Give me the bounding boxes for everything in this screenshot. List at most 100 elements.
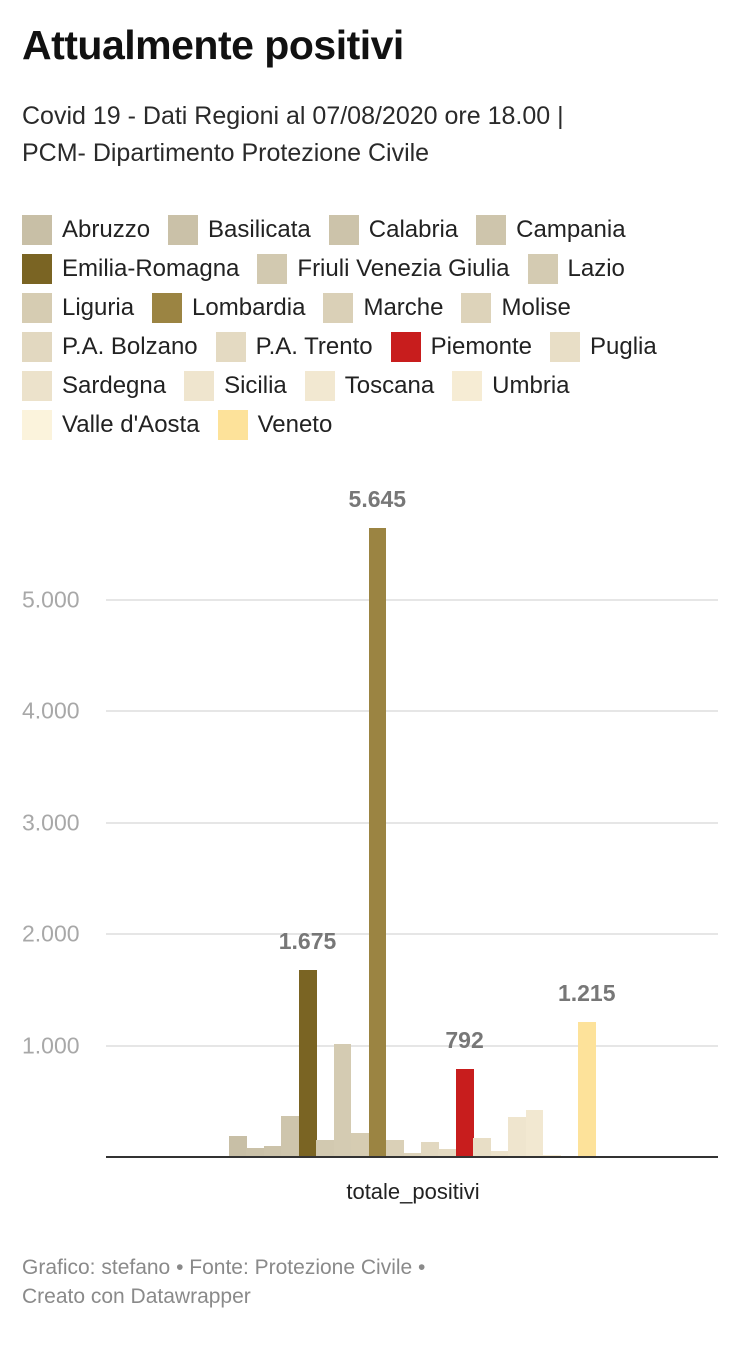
bar-chart: 1.000 2.000 3.000 4.000 5.000 1.675 5.645 792 1.… bbox=[0, 460, 740, 1204]
legend-swatch bbox=[390, 332, 421, 362]
legend-label: Puglia bbox=[590, 333, 657, 360]
footer-credits: Grafico: stefano • Fonte: Protezione Civ… bbox=[22, 1256, 426, 1279]
bar-marche[interactable] bbox=[386, 1140, 404, 1157]
legend-swatch bbox=[257, 254, 288, 284]
legend-label: Toscana bbox=[344, 372, 435, 399]
legend-label: Abruzzo bbox=[62, 216, 151, 243]
chart-footer: Grafico: stefano • Fonte: Protezione Civ… bbox=[22, 1253, 425, 1311]
legend-label: Basilicata bbox=[208, 216, 311, 243]
legend-swatch bbox=[304, 371, 335, 401]
y-axis-tick-label: 4.000 bbox=[22, 697, 80, 724]
legend-item: P.A. Bolzano bbox=[22, 332, 198, 362]
legend-label: Veneto bbox=[257, 411, 333, 438]
legend-swatch bbox=[461, 293, 492, 323]
legend-item: Campania bbox=[476, 215, 626, 245]
legend-swatch bbox=[452, 371, 483, 401]
bar-lombardia[interactable] bbox=[368, 527, 387, 1157]
legend-item: Toscana bbox=[304, 371, 435, 401]
subtitle-line-2: PCM- Dipartimento Protezione Civile bbox=[22, 139, 430, 167]
legend-label: Liguria bbox=[62, 294, 135, 321]
footer-tool: Creato con Datawrapper bbox=[22, 1285, 251, 1308]
legend-swatch bbox=[527, 254, 558, 284]
legend-label: Emilia-Romagna bbox=[62, 255, 240, 282]
gridline bbox=[106, 821, 718, 824]
gridline bbox=[106, 1044, 718, 1047]
legend-item: Calabria bbox=[328, 215, 459, 245]
legend-item: Puglia bbox=[550, 332, 657, 362]
bar-molise[interactable] bbox=[403, 1153, 422, 1157]
y-axis-tick-label: 2.000 bbox=[22, 920, 80, 947]
legend-swatch bbox=[217, 410, 248, 440]
x-axis-label: totale_positivi bbox=[346, 1179, 480, 1204]
bar-campania[interactable] bbox=[281, 1115, 300, 1157]
legend-label: Valle d'Aosta bbox=[62, 411, 200, 438]
gridline bbox=[106, 598, 718, 601]
legend-label: Umbria bbox=[492, 372, 570, 399]
legend-swatch bbox=[22, 254, 52, 284]
subtitle-line-1: Covid 19 - Dati Regioni al 07/08/2020 or… bbox=[22, 102, 564, 130]
legend-label: Sicilia bbox=[224, 372, 287, 399]
bar-value-label: 5.645 bbox=[348, 485, 407, 512]
legend-label: Calabria bbox=[368, 216, 459, 243]
legend-label: Friuli Venezia Giulia bbox=[297, 255, 510, 282]
legend-label: Campania bbox=[516, 216, 626, 243]
legend-swatch bbox=[22, 410, 52, 440]
chart-subtitle: Covid 19 - Dati Regioni al 07/08/2020 or… bbox=[22, 98, 722, 172]
gridline bbox=[106, 710, 718, 712]
legend-swatch bbox=[184, 371, 215, 401]
legend-swatch bbox=[215, 332, 246, 362]
bar-abruzzo[interactable] bbox=[229, 1135, 247, 1157]
legend-label: Marche bbox=[363, 294, 444, 321]
legend-item: Basilicata bbox=[168, 215, 311, 245]
legend-label: Piemonte bbox=[430, 333, 533, 360]
legend-item: Valle d'Aosta bbox=[22, 410, 200, 440]
bar-value-label: 1.215 bbox=[557, 979, 616, 1006]
legend-label: Sardegna bbox=[62, 372, 167, 399]
legend-swatch bbox=[476, 215, 507, 245]
legend-swatch bbox=[22, 293, 52, 323]
bar-emilia-romagna[interactable] bbox=[298, 970, 317, 1157]
y-axis-tick-label: 5.000 bbox=[22, 586, 80, 612]
bar-sicilia[interactable] bbox=[508, 1116, 526, 1157]
legend: Abruzzo Basilicata Calabria Campania Emilia-… bbox=[22, 215, 722, 440]
bar-puglia[interactable] bbox=[473, 1138, 492, 1157]
legend-item: Abruzzo bbox=[22, 215, 150, 245]
bar-p-a-bolzano[interactable] bbox=[420, 1141, 439, 1157]
bar-toscana[interactable] bbox=[525, 1110, 544, 1157]
legend-item: Veneto bbox=[217, 410, 333, 440]
legend-item: Piemonte bbox=[390, 332, 533, 362]
bar-calabria[interactable] bbox=[263, 1145, 282, 1157]
legend-label: Molise bbox=[501, 294, 571, 321]
legend-swatch bbox=[22, 215, 52, 245]
bar-value-label: 792 bbox=[445, 1026, 484, 1053]
legend-swatch bbox=[152, 293, 183, 323]
legend-item: Sardegna bbox=[22, 371, 166, 401]
legend-label: Lazio bbox=[567, 255, 625, 282]
bar-piemonte[interactable] bbox=[455, 1068, 474, 1157]
legend-item: Umbria bbox=[452, 371, 570, 401]
legend-item: Friuli Venezia Giulia bbox=[257, 254, 510, 284]
x-axis-baseline bbox=[106, 1156, 718, 1158]
bar-sardegna[interactable] bbox=[490, 1150, 509, 1157]
bar-basilicata[interactable] bbox=[246, 1148, 265, 1157]
chart-title: Attualmente positivi bbox=[22, 22, 404, 68]
legend-swatch bbox=[550, 332, 581, 362]
legend-item: Marche bbox=[323, 293, 443, 323]
legend-item: Molise bbox=[461, 293, 571, 323]
bar-p-a-trento[interactable] bbox=[438, 1149, 457, 1157]
legend-label: Lombardia bbox=[192, 294, 306, 321]
legend-item: Emilia-Romagna bbox=[22, 254, 239, 284]
bar-friuli-venezia-giulia[interactable] bbox=[316, 1140, 334, 1157]
legend-item: Liguria bbox=[22, 293, 134, 323]
legend-item: Lazio bbox=[527, 254, 625, 284]
bar-lazio[interactable] bbox=[333, 1043, 352, 1157]
bar-liguria[interactable] bbox=[351, 1133, 369, 1157]
bar-veneto[interactable] bbox=[578, 1021, 596, 1157]
legend-swatch bbox=[328, 215, 359, 245]
legend-label: P.A. Bolzano bbox=[62, 333, 198, 360]
legend-item: Sicilia bbox=[184, 371, 287, 401]
legend-swatch bbox=[168, 215, 199, 245]
legend-item: Lombardia bbox=[152, 293, 305, 323]
bar-umbria[interactable] bbox=[543, 1154, 561, 1157]
legend-label: P.A. Trento bbox=[255, 333, 373, 360]
